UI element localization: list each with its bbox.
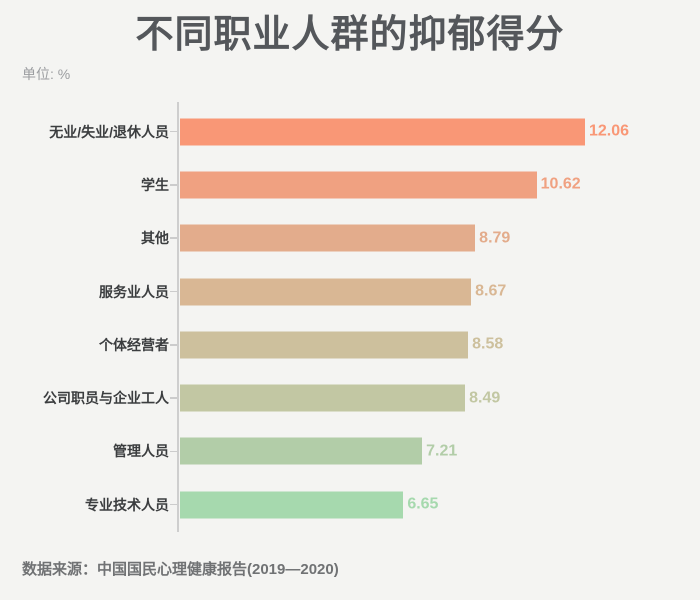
bar bbox=[180, 224, 476, 252]
bar-row: 无业/失业/退休人员 12.06 bbox=[0, 105, 700, 158]
value-label: 12.06 bbox=[589, 122, 630, 140]
bar-wrap: 12.06 bbox=[180, 118, 630, 146]
unit-label: 单位: % bbox=[22, 66, 71, 82]
axis-tick bbox=[170, 397, 177, 399]
category-label: 公司职员与企业工人 bbox=[43, 390, 169, 407]
axis-tick bbox=[170, 290, 177, 293]
data-source: 数据来源：中国国民心理健康报告(2019—2020) bbox=[22, 561, 339, 578]
category-label: 专业技术人员 bbox=[85, 496, 169, 513]
bar bbox=[180, 118, 585, 146]
bar-row: 其他 8.79 bbox=[0, 212, 700, 265]
bar bbox=[180, 331, 469, 359]
category-label: 服务业人员 bbox=[99, 283, 169, 300]
value-label: 8.49 bbox=[469, 389, 501, 407]
chart-title: 不同职业人群的抑郁得分 bbox=[135, 14, 565, 56]
bar-wrap: 8.58 bbox=[180, 331, 504, 359]
category-label: 无业/失业/退休人员 bbox=[49, 123, 169, 140]
category-label: 其他 bbox=[141, 230, 169, 247]
category-label: 学生 bbox=[141, 176, 169, 193]
bar bbox=[180, 437, 423, 465]
y-axis-line bbox=[177, 102, 179, 532]
value-label: 8.67 bbox=[475, 282, 507, 300]
axis-tick bbox=[170, 503, 177, 506]
bar bbox=[180, 171, 537, 199]
bar-row: 管理人员 7.21 bbox=[0, 425, 700, 478]
bar-wrap: 7.21 bbox=[180, 437, 458, 465]
bar bbox=[180, 278, 472, 306]
axis-tick bbox=[170, 450, 177, 453]
bar-wrap: 8.49 bbox=[180, 384, 501, 412]
bar-row: 个体经营者 8.58 bbox=[0, 318, 700, 371]
bar-wrap: 6.65 bbox=[180, 491, 439, 519]
category-label: 个体经营者 bbox=[99, 336, 169, 353]
bar-wrap: 8.79 bbox=[180, 224, 511, 252]
axis-tick bbox=[170, 130, 177, 133]
bar bbox=[180, 384, 466, 412]
bar-chart: 无业/失业/退休人员 12.06 学生 10.62 其他 8.79 服务业人员 8.67 个体经… bbox=[0, 102, 700, 532]
bar-wrap: 8.67 bbox=[180, 278, 507, 306]
axis-tick bbox=[170, 237, 177, 239]
bar-row: 公司职员与企业工人 8.49 bbox=[0, 371, 700, 424]
bar-row: 学生 10.62 bbox=[0, 158, 700, 211]
value-label: 7.21 bbox=[426, 442, 458, 460]
category-label: 管理人员 bbox=[113, 443, 169, 460]
value-label: 8.79 bbox=[479, 229, 511, 247]
value-label: 8.58 bbox=[472, 335, 504, 353]
bar-row: 专业技术人员 6.65 bbox=[0, 478, 700, 531]
value-label: 10.62 bbox=[540, 175, 581, 193]
axis-tick bbox=[170, 184, 177, 186]
axis-tick bbox=[170, 344, 177, 346]
bar-row: 服务业人员 8.67 bbox=[0, 265, 700, 318]
bar-rows: 无业/失业/退休人员 12.06 学生 10.62 其他 8.79 服务业人员 8.67 个体经… bbox=[0, 105, 700, 531]
bar bbox=[180, 491, 404, 519]
value-label: 6.65 bbox=[407, 495, 439, 513]
bar-wrap: 10.62 bbox=[180, 171, 581, 199]
